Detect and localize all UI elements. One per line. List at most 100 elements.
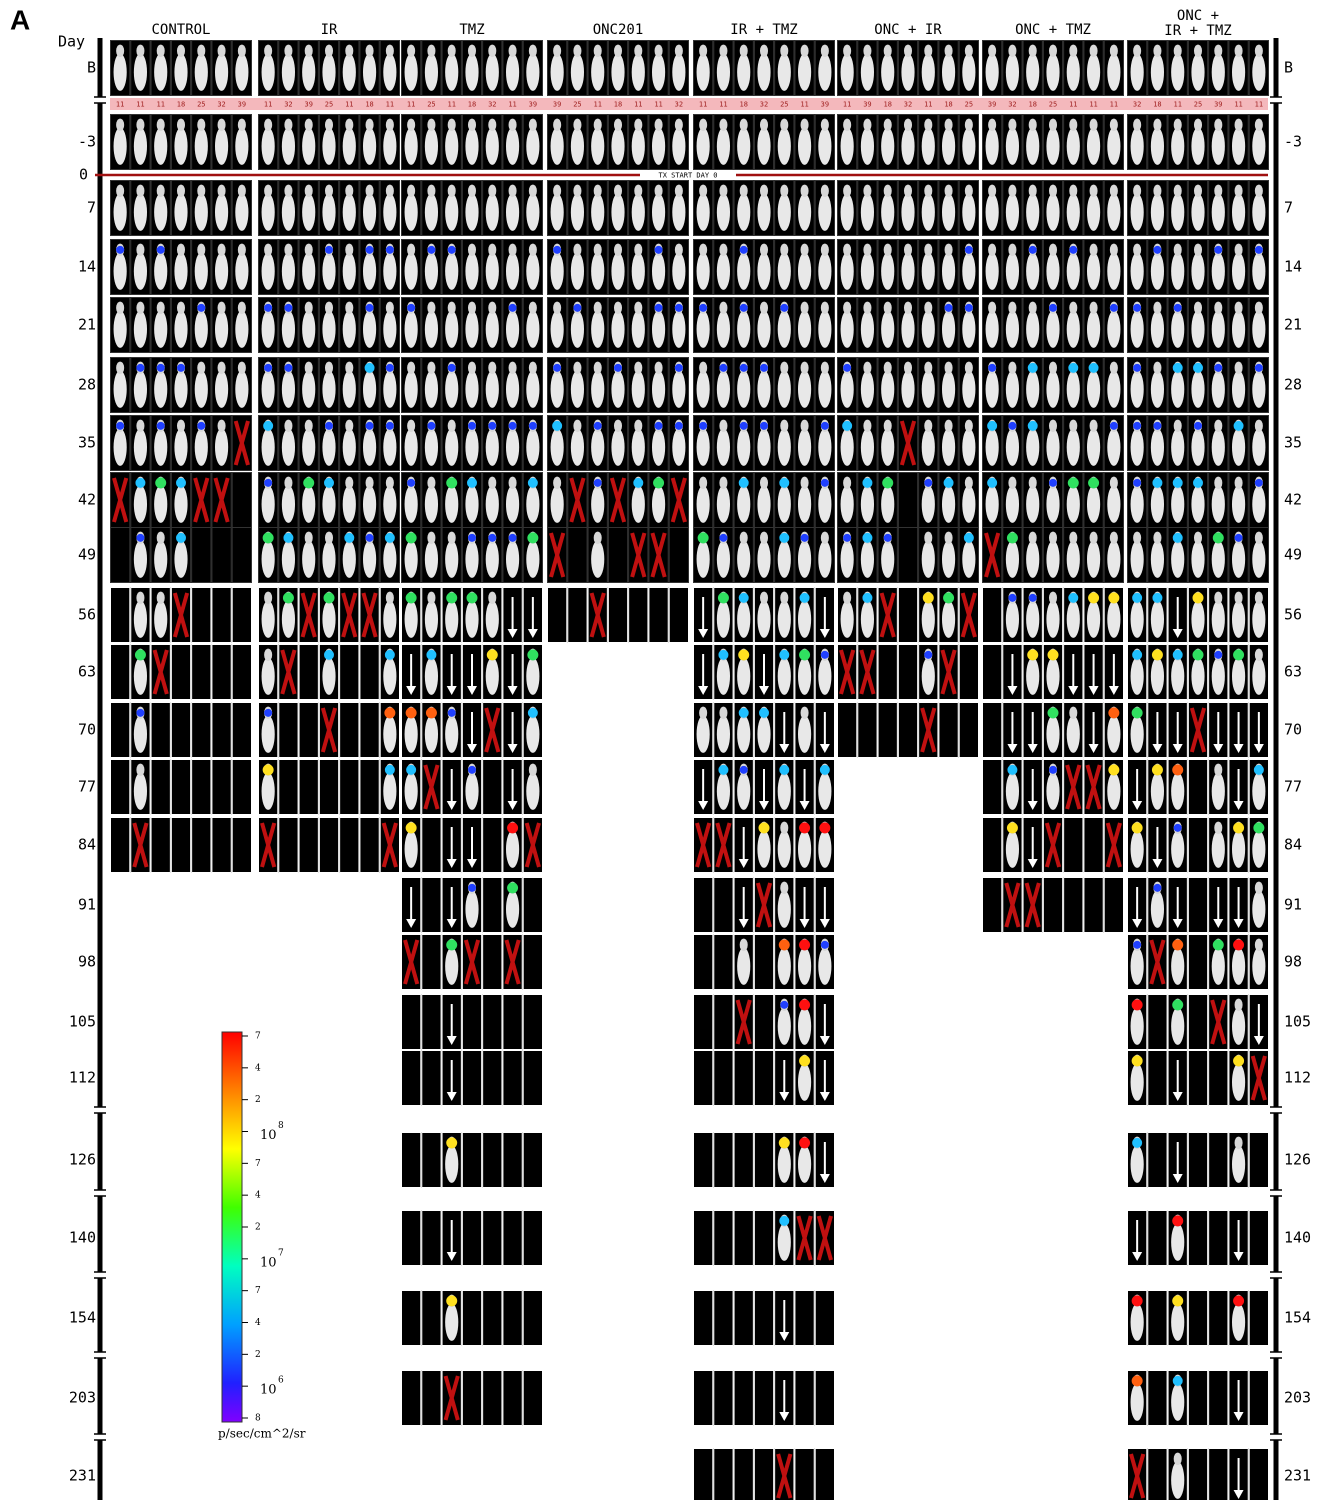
image-cell-group <box>837 527 979 583</box>
tumor-signal <box>1193 592 1204 603</box>
tumor-signal <box>197 422 205 430</box>
mouse-head <box>1008 362 1016 374</box>
mouse-id: 11 <box>116 101 124 109</box>
tumor-signal <box>446 477 457 488</box>
day-label: 70 <box>1284 721 1302 739</box>
mouse-head <box>1049 532 1057 544</box>
mouse-body <box>942 370 955 407</box>
group-label: ONC + IR <box>874 22 942 38</box>
mouse-body <box>363 252 376 289</box>
mouse-body <box>405 600 418 637</box>
mouse-body <box>1087 252 1100 289</box>
tumor-signal <box>1173 650 1183 660</box>
mouse-body <box>551 428 564 465</box>
mouse-body <box>526 715 539 752</box>
mouse-id: 18 <box>614 101 622 109</box>
mouse-body <box>1232 1063 1245 1100</box>
mouse-body <box>262 772 275 809</box>
mouse-body <box>262 657 275 694</box>
mouse-head <box>1153 362 1161 374</box>
mouse-head <box>1133 244 1141 256</box>
mouse-body <box>737 53 750 90</box>
mouse-head <box>924 185 932 197</box>
mouse-head <box>1214 45 1222 57</box>
mouse-head <box>760 45 768 57</box>
mouse-body <box>757 715 770 752</box>
tumor-signal <box>945 304 953 312</box>
mouse-body <box>717 127 730 164</box>
mouse-body <box>861 193 874 230</box>
mouse-id: 11 <box>1110 101 1118 109</box>
mouse-head <box>801 185 809 197</box>
tumor-signal <box>1172 764 1183 775</box>
mouse-id: 32 <box>760 101 768 109</box>
panel-label: A <box>10 4 30 35</box>
tumor-signal <box>738 649 749 660</box>
mouse-body <box>174 540 187 577</box>
tumor-signal <box>406 532 417 543</box>
mouse-body <box>1107 53 1120 90</box>
mouse-head <box>305 420 313 432</box>
mouse-body <box>282 485 295 522</box>
mouse-body <box>486 310 499 347</box>
mouse-head <box>699 45 707 57</box>
mouse-id: 18 <box>739 101 747 109</box>
tumor-signal <box>446 1137 457 1148</box>
mouse-body <box>1087 193 1100 230</box>
mouse-body <box>1191 127 1204 164</box>
mouse-head <box>1110 185 1118 197</box>
mouse-body <box>262 600 275 637</box>
mouse-body <box>737 715 750 752</box>
mouse-body <box>486 600 499 637</box>
mouse-body <box>841 127 854 164</box>
mouse-head <box>1110 532 1118 544</box>
mouse-body <box>1191 193 1204 230</box>
mouse-head <box>594 302 602 314</box>
mouse-body <box>282 540 295 577</box>
mouse-head <box>945 420 953 432</box>
mouse-body <box>1026 370 1039 407</box>
mouse-head <box>760 477 768 489</box>
day-label: 14 <box>1284 258 1302 276</box>
mouse-head <box>719 185 727 197</box>
tumor-signal <box>468 766 476 774</box>
mouse-body <box>1006 600 1019 637</box>
mouse-body <box>154 252 167 289</box>
mouse-body <box>1026 127 1039 164</box>
mouse-head <box>1008 302 1016 314</box>
mouse-body <box>986 485 999 522</box>
mouse-body <box>986 310 999 347</box>
tumor-signal <box>779 939 790 950</box>
tumor-signal <box>176 478 186 488</box>
mouse-head <box>719 420 727 432</box>
mouse-head <box>1235 477 1243 489</box>
tumor-signal <box>779 533 789 543</box>
mouse-id: 11 <box>156 101 164 109</box>
tumor-signal <box>739 593 749 603</box>
mouse-head <box>218 420 226 432</box>
day-label: -3 <box>1284 133 1302 151</box>
mouse-head <box>1090 420 1098 432</box>
mouse-body <box>215 193 228 230</box>
day-label: B <box>87 59 96 77</box>
mouse-body <box>1252 53 1265 90</box>
mouse-body <box>632 428 645 465</box>
mouse-id: 11 <box>719 101 727 109</box>
tumor-signal <box>614 364 622 372</box>
tumor-signal <box>1068 593 1078 603</box>
mouse-body <box>282 428 295 465</box>
mouse-head <box>1110 362 1118 374</box>
mouse-body <box>262 715 275 752</box>
mouse-body <box>1212 485 1225 522</box>
mouse-head <box>1174 244 1182 256</box>
mouse-id: 11 <box>843 101 851 109</box>
mouse-head <box>366 119 374 131</box>
mouse-head <box>863 420 871 432</box>
mouse-body <box>154 540 167 577</box>
colorbar-label: 7 <box>255 1032 261 1042</box>
tumor-signal <box>1048 649 1059 660</box>
mouse-head <box>1194 119 1202 131</box>
mouse-body <box>1232 1145 1245 1182</box>
mouse-body <box>425 540 438 577</box>
mouse-body <box>962 540 975 577</box>
